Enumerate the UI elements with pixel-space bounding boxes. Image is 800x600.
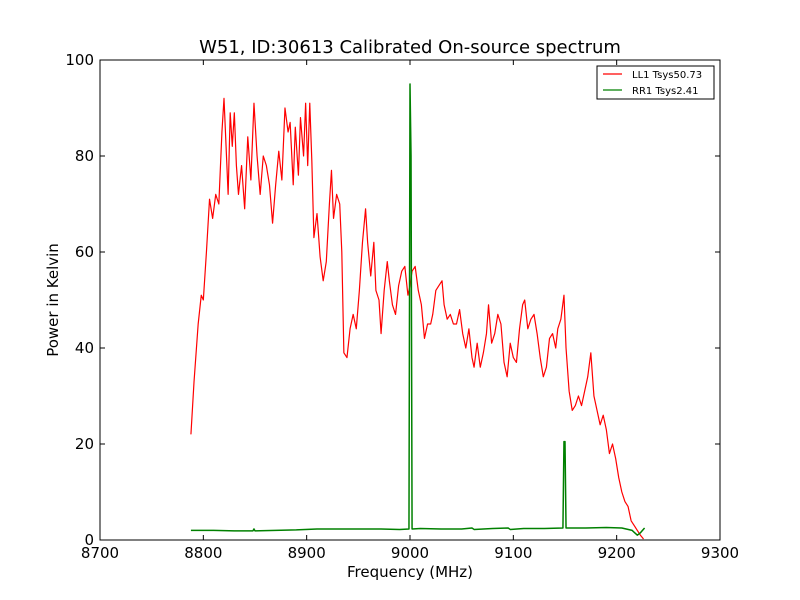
x-tick-label: 9000 xyxy=(391,544,429,562)
y-tick-labels: 0 20 40 60 80 100 xyxy=(65,51,94,549)
y-axis-label: Power in Kelvin xyxy=(44,243,62,357)
x-tick-label: 8700 xyxy=(81,544,119,562)
y-tick-label: 40 xyxy=(75,339,94,357)
x-axis-label: Frequency (MHz) xyxy=(347,563,473,581)
series-layer xyxy=(190,83,646,540)
plot-frame xyxy=(99,59,721,541)
x-tick-label: 9200 xyxy=(598,544,636,562)
series-line-2 xyxy=(190,83,646,536)
y-tick-label: 20 xyxy=(75,435,94,453)
legend-label-2: RR1 Tsys2.41 xyxy=(632,86,699,97)
y-tick-label: 0 xyxy=(84,531,94,549)
chart-title: W51, ID:30613 Calibrated On-source spect… xyxy=(199,37,621,58)
legend-entries: LL1 Tsys50.73 RR1 Tsys2.41 xyxy=(603,70,702,97)
x-tick-label: 9100 xyxy=(494,544,532,562)
x-tick-label: 9300 xyxy=(701,544,739,562)
plot-area xyxy=(99,59,721,541)
x-tick-label: 8800 xyxy=(184,544,222,562)
legend: LL1 Tsys50.73 RR1 Tsys2.41 xyxy=(596,65,715,100)
x-tick-label: 8900 xyxy=(288,544,326,562)
x-tick-labels: 8700 8800 8900 9000 9100 9200 9300 xyxy=(81,544,739,562)
legend-label-1: LL1 Tsys50.73 xyxy=(632,70,702,81)
y-tick-label: 80 xyxy=(75,147,94,165)
legend-box xyxy=(596,65,715,100)
y-tick-label: 100 xyxy=(65,51,94,69)
y-tick-label: 60 xyxy=(75,243,94,261)
